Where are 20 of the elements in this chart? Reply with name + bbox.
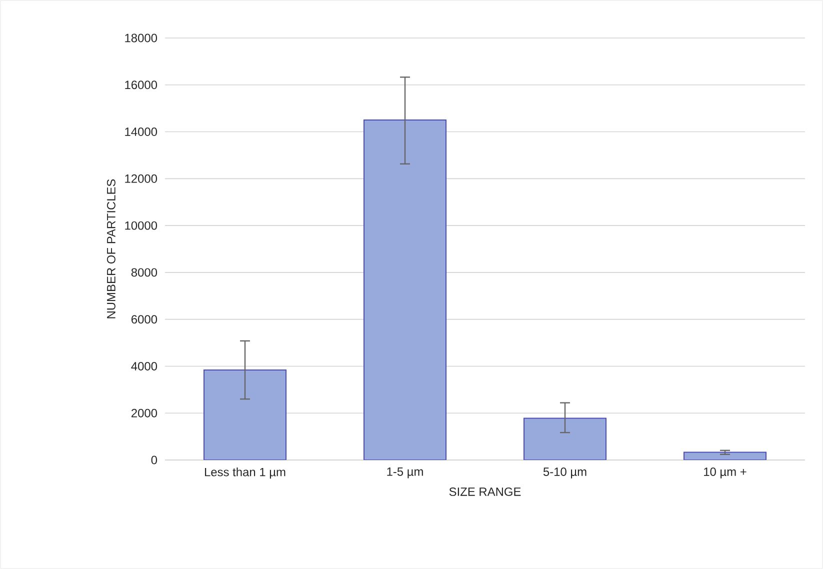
x-tick-label: Less than 1 µm (204, 468, 286, 479)
y-tick-label: 4000 (131, 362, 158, 370)
y-axis-title: NUMBER OF PARTICLES (106, 179, 116, 318)
x-axis-title: SIZE RANGE (449, 487, 521, 496)
y-tick-label: 0 (151, 456, 158, 464)
bar (364, 120, 447, 460)
bar (524, 418, 607, 460)
x-tick-label: 5-10 µm (543, 468, 586, 478)
y-tick-label: 10000 (125, 221, 158, 230)
bar (204, 369, 286, 460)
y-tick-label: 2000 (131, 408, 158, 418)
x-tick-label: 1-5 µm (387, 468, 423, 478)
y-tick-label: 14000 (125, 128, 158, 136)
y-tick-label: 12000 (125, 174, 158, 183)
y-tick-label: 18000 (125, 34, 158, 42)
x-tick-label: 10 µm + (704, 468, 746, 478)
y-tick-label: 6000 (132, 315, 158, 324)
y-tick-label: 8000 (131, 268, 158, 277)
y-tick-label: 16000 (125, 80, 158, 90)
bar (684, 452, 767, 460)
